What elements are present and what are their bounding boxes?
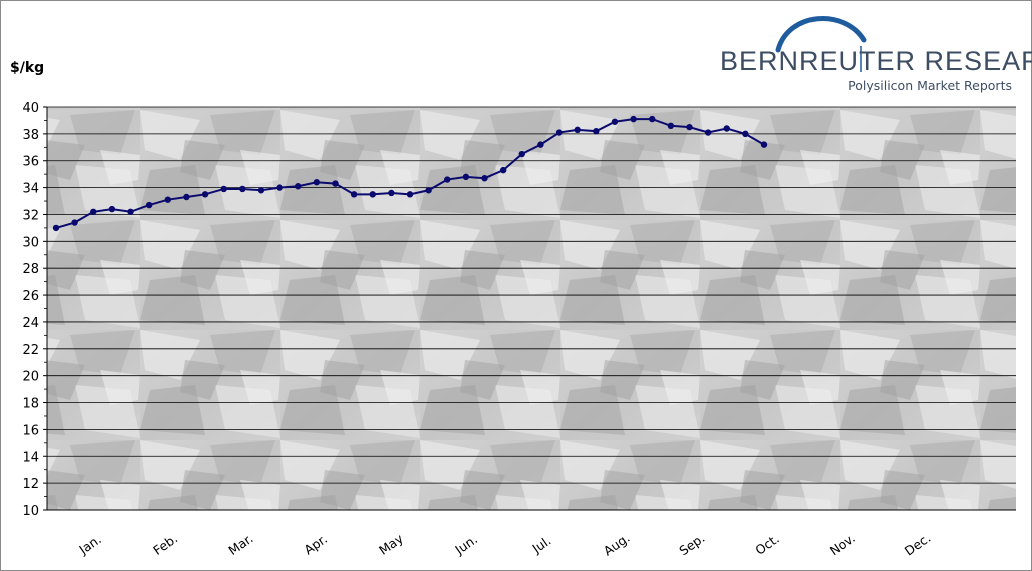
data-point-36	[723, 125, 730, 132]
x-axis-ticks: Jan. Feb. Mar. Apr. May Jun. Jul. Aug. Sep. Oct. N…	[75, 530, 933, 559]
x-tick-label-May: May	[376, 530, 406, 557]
x-tick-label-Mar: Mar.	[225, 531, 255, 558]
data-point-29	[593, 127, 600, 135]
data-point-21	[444, 176, 451, 183]
data-point-18	[388, 189, 395, 197]
data-point-12	[276, 184, 283, 191]
data-point-30	[611, 118, 619, 125]
series-price	[52, 115, 768, 232]
data-point-34	[686, 123, 693, 131]
data-point-23	[481, 174, 488, 182]
x-tick-label-Aug: Aug.	[601, 530, 633, 559]
data-point-1	[71, 219, 78, 226]
y-tick-label-16: 16	[22, 423, 39, 438]
x-tick-label-Oct: Oct.	[752, 531, 782, 558]
data-point-7	[183, 193, 190, 201]
y-tick-label-10: 10	[22, 504, 39, 519]
data-point-4	[127, 208, 134, 215]
data-point-3	[108, 205, 116, 213]
x-tick-label-Dec: Dec.	[902, 530, 934, 558]
y-tick-label-24: 24	[22, 316, 39, 331]
logo-brand-word-2: RESEARCH	[924, 46, 1032, 76]
y-tick-label-18: 18	[22, 397, 39, 412]
y-tick-label-28: 28	[22, 262, 39, 277]
data-point-14	[313, 179, 321, 186]
data-point-17	[369, 191, 376, 198]
data-point-19	[406, 191, 414, 198]
y-tick-label-22: 22	[22, 343, 39, 358]
data-point-25	[518, 150, 525, 158]
data-point-2	[90, 208, 97, 215]
x-tick-label-Nov: Nov.	[827, 530, 858, 558]
data-point-26	[537, 141, 544, 148]
y-tick-label-34: 34	[22, 182, 39, 197]
data-point-28	[574, 126, 581, 134]
data-point-16	[350, 191, 358, 198]
x-tick-label-Jul: Jul.	[529, 533, 554, 557]
y-tick-label-14: 14	[22, 450, 39, 465]
data-point-10	[239, 185, 246, 193]
data-point-5	[145, 201, 153, 209]
y-tick-label-40: 40	[22, 101, 39, 116]
x-tick-label-Feb: Feb.	[150, 531, 180, 558]
x-tick-label-Sep: Sep.	[676, 530, 707, 558]
y-tick-label-32: 32	[22, 208, 39, 223]
y-axis-unit-label: $/kg	[10, 60, 45, 76]
x-tick-label-Jun: Jun.	[451, 531, 480, 557]
data-point-24	[499, 166, 507, 174]
data-point-20	[425, 187, 432, 194]
data-point-22	[462, 173, 470, 181]
data-point-15	[332, 180, 339, 187]
logo-brand-text: BERNREUTER RESEARCH	[720, 46, 1032, 77]
logo-arc-icon	[775, 16, 867, 72]
data-point-6	[164, 196, 171, 203]
y-tick-label-26: 26	[22, 289, 39, 304]
y-tick-label-20: 20	[22, 370, 39, 385]
data-point-11	[257, 187, 265, 194]
data-point-8	[201, 191, 209, 198]
data-point-31	[630, 115, 637, 123]
data-point-13	[295, 183, 302, 190]
x-tick-label-Apr: Apr.	[301, 531, 330, 557]
bernreuter-logo: BERNREUTER RESEARCH Polysilicon Market R…	[716, 10, 1032, 100]
data-point-33	[667, 122, 675, 130]
y-tick-label-36: 36	[22, 155, 39, 170]
data-point-38	[760, 141, 768, 148]
data-point-35	[704, 129, 712, 136]
data-point-27	[555, 129, 563, 136]
data-point-0	[52, 224, 60, 232]
x-tick-label-Jan: Jan.	[75, 532, 103, 558]
logo-brand-word: BERNREUTER	[720, 46, 917, 76]
y-tick-label-38: 38	[22, 128, 39, 143]
data-point-37	[742, 130, 749, 138]
data-point-32	[649, 115, 656, 123]
y-tick-label-12: 12	[22, 477, 39, 492]
logo-subtitle: Polysilicon Market Reports	[848, 78, 1012, 93]
y-axis-ticks: 10 12 14 16 18 20 22 24 26 28 30 32 34 36 38 40	[22, 101, 1016, 519]
plot-area-background	[47, 107, 1016, 510]
y-tick-label-30: 30	[22, 235, 39, 250]
data-point-9	[220, 185, 227, 193]
